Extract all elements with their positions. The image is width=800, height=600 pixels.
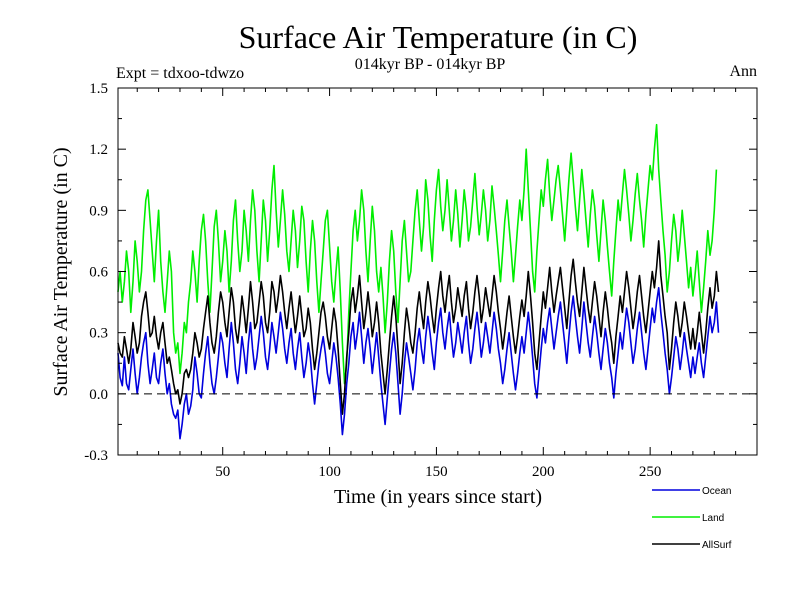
series-line-land [117,123,718,385]
y-tick-label: 0.3 [89,326,108,342]
y-tick-label: 1.5 [89,81,108,97]
legend-label-allsurf: AllSurf [702,540,732,551]
y-tick-label: 1.2 [89,142,108,158]
y-tick-label: -0.3 [84,448,108,464]
y-tick-label: 0.6 [89,265,108,281]
y-axis-label: Surface Air Temperature (in C) [50,147,72,396]
y-tick-label: 0.0 [89,387,108,403]
x-tick-label: 50 [215,464,230,480]
x-axis-label: Time (in years since start) [334,486,542,508]
legend: Ocean Land AllSurf [652,486,732,551]
legend-label-ocean: Ocean [702,486,731,497]
chart-subtitle: 014kyr BP - 014kyr BP [355,56,506,73]
experiment-label: Expt = tdxoo-tdwzo [116,65,244,82]
x-tick-label: 150 [425,464,448,480]
series-line-allsurf [117,240,720,416]
plot-area: 50 100 150 200 250 -0.3 0.0 0.3 0.6 0.9 1.2 1.5 [84,81,758,480]
ticks-layer: 50 100 150 200 250 -0.3 0.0 0.3 0.6 0.9 1.2 1.5 [84,81,757,480]
season-label: Ann [729,63,757,80]
chart-title: Surface Air Temperature (in C) [239,19,638,55]
series-layer [117,123,720,440]
x-tick-label: 100 [318,464,341,480]
y-tick-label: 0.9 [89,203,108,219]
series-line-ocean [117,286,720,440]
x-tick-label: 200 [532,464,555,480]
x-tick-label: 250 [639,464,662,480]
legend-label-land: Land [702,513,724,524]
